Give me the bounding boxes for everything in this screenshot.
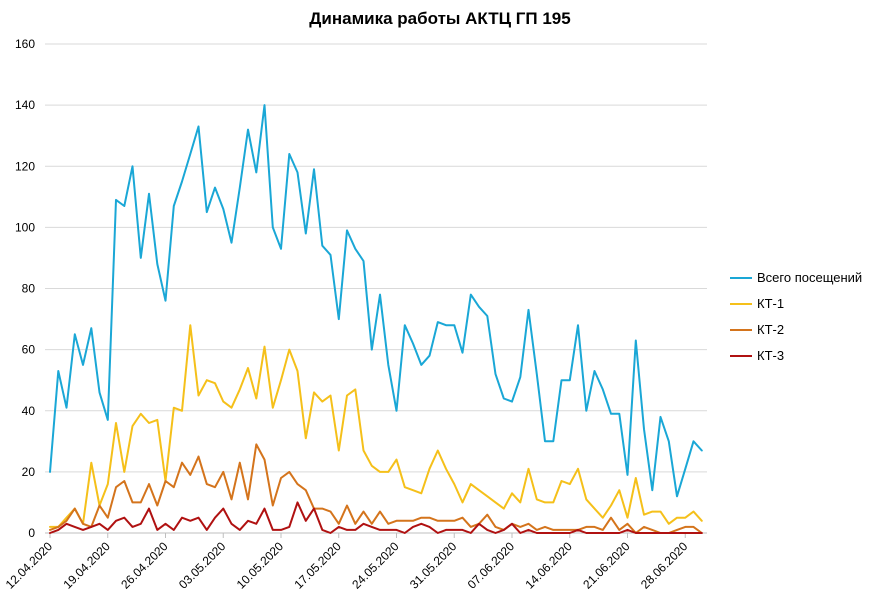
gridlines — [45, 43, 707, 534]
x-tick-label: 26.04.2020 — [118, 539, 171, 592]
x-tick-label: 12.04.2020 — [3, 539, 56, 592]
x-tick-label: 14.06.2020 — [523, 539, 576, 592]
y-tick-label: 120 — [15, 159, 35, 173]
series-line-4 — [49, 501, 703, 534]
x-tick-label: 21.06.2020 — [580, 539, 633, 592]
legend-label: КТ-1 — [757, 296, 784, 311]
y-tick-label: 40 — [22, 404, 36, 418]
y-tick-label: 0 — [28, 526, 35, 540]
y-axis: 0 20 40 60 80 100 120 140 160 — [15, 37, 35, 540]
series-line-2 — [49, 324, 703, 528]
legend: Всего посещений КТ-1 КТ-2 КТ-3 — [730, 270, 862, 363]
legend-label: Всего посещений — [757, 270, 862, 285]
x-tick-label: 24.05.2020 — [349, 539, 402, 592]
y-tick-label: 100 — [15, 220, 35, 234]
legend-label: КТ-2 — [757, 322, 784, 337]
y-tick-label: 20 — [22, 465, 36, 479]
series-line-3 — [49, 443, 703, 534]
y-tick-label: 160 — [15, 37, 35, 51]
series-line-1 — [49, 104, 703, 498]
y-tick-label: 140 — [15, 98, 35, 112]
y-tick-label: 80 — [22, 282, 36, 296]
series-lines — [49, 104, 703, 534]
chart-title: Динамика работы АКТЦ ГП 195 — [309, 9, 570, 28]
x-tick-label: 10.05.2020 — [234, 539, 287, 592]
x-tick-label: 28.06.2020 — [638, 539, 691, 592]
x-axis: 12.04.2020 19.04.2020 26.04.2020 03.05.2020… — [3, 533, 691, 592]
x-tick-label: 03.05.2020 — [176, 539, 229, 592]
y-tick-label: 60 — [22, 343, 36, 357]
x-tick-label: 31.05.2020 — [407, 539, 460, 592]
x-tick-label: 17.05.2020 — [292, 539, 345, 592]
x-tick-label: 19.04.2020 — [61, 539, 114, 592]
legend-label: КТ-3 — [757, 348, 784, 363]
x-tick-label: 07.06.2020 — [465, 539, 518, 592]
